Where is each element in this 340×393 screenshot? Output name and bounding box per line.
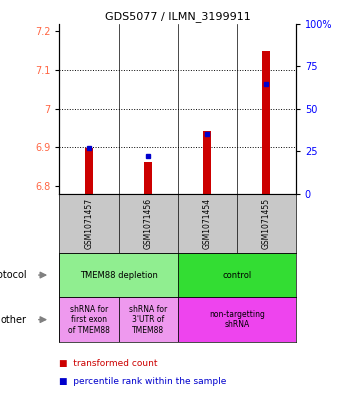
Bar <box>177 253 296 298</box>
Text: shRNA for
3'UTR of
TMEM88: shRNA for 3'UTR of TMEM88 <box>129 305 167 334</box>
Bar <box>203 131 211 194</box>
Text: GSM1071455: GSM1071455 <box>262 198 271 249</box>
Text: GSM1071457: GSM1071457 <box>85 198 94 249</box>
Text: GSM1071456: GSM1071456 <box>143 198 153 249</box>
Bar <box>177 298 296 342</box>
Bar <box>59 298 119 342</box>
Text: GDS5077 / ILMN_3199911: GDS5077 / ILMN_3199911 <box>105 11 251 22</box>
Text: ■  percentile rank within the sample: ■ percentile rank within the sample <box>59 378 227 386</box>
Text: GSM1071454: GSM1071454 <box>203 198 212 249</box>
Bar <box>85 148 93 194</box>
Bar <box>119 298 177 342</box>
Text: shRNA for
first exon
of TMEM88: shRNA for first exon of TMEM88 <box>68 305 110 334</box>
Text: non-targetting
shRNA: non-targetting shRNA <box>209 310 265 329</box>
Bar <box>262 51 270 194</box>
Text: TMEM88 depletion: TMEM88 depletion <box>80 270 157 279</box>
Text: ■  transformed count: ■ transformed count <box>59 359 158 368</box>
Bar <box>144 162 152 194</box>
Text: protocol: protocol <box>0 270 27 280</box>
Text: other: other <box>0 315 27 325</box>
Text: control: control <box>222 270 251 279</box>
Bar <box>59 253 177 298</box>
